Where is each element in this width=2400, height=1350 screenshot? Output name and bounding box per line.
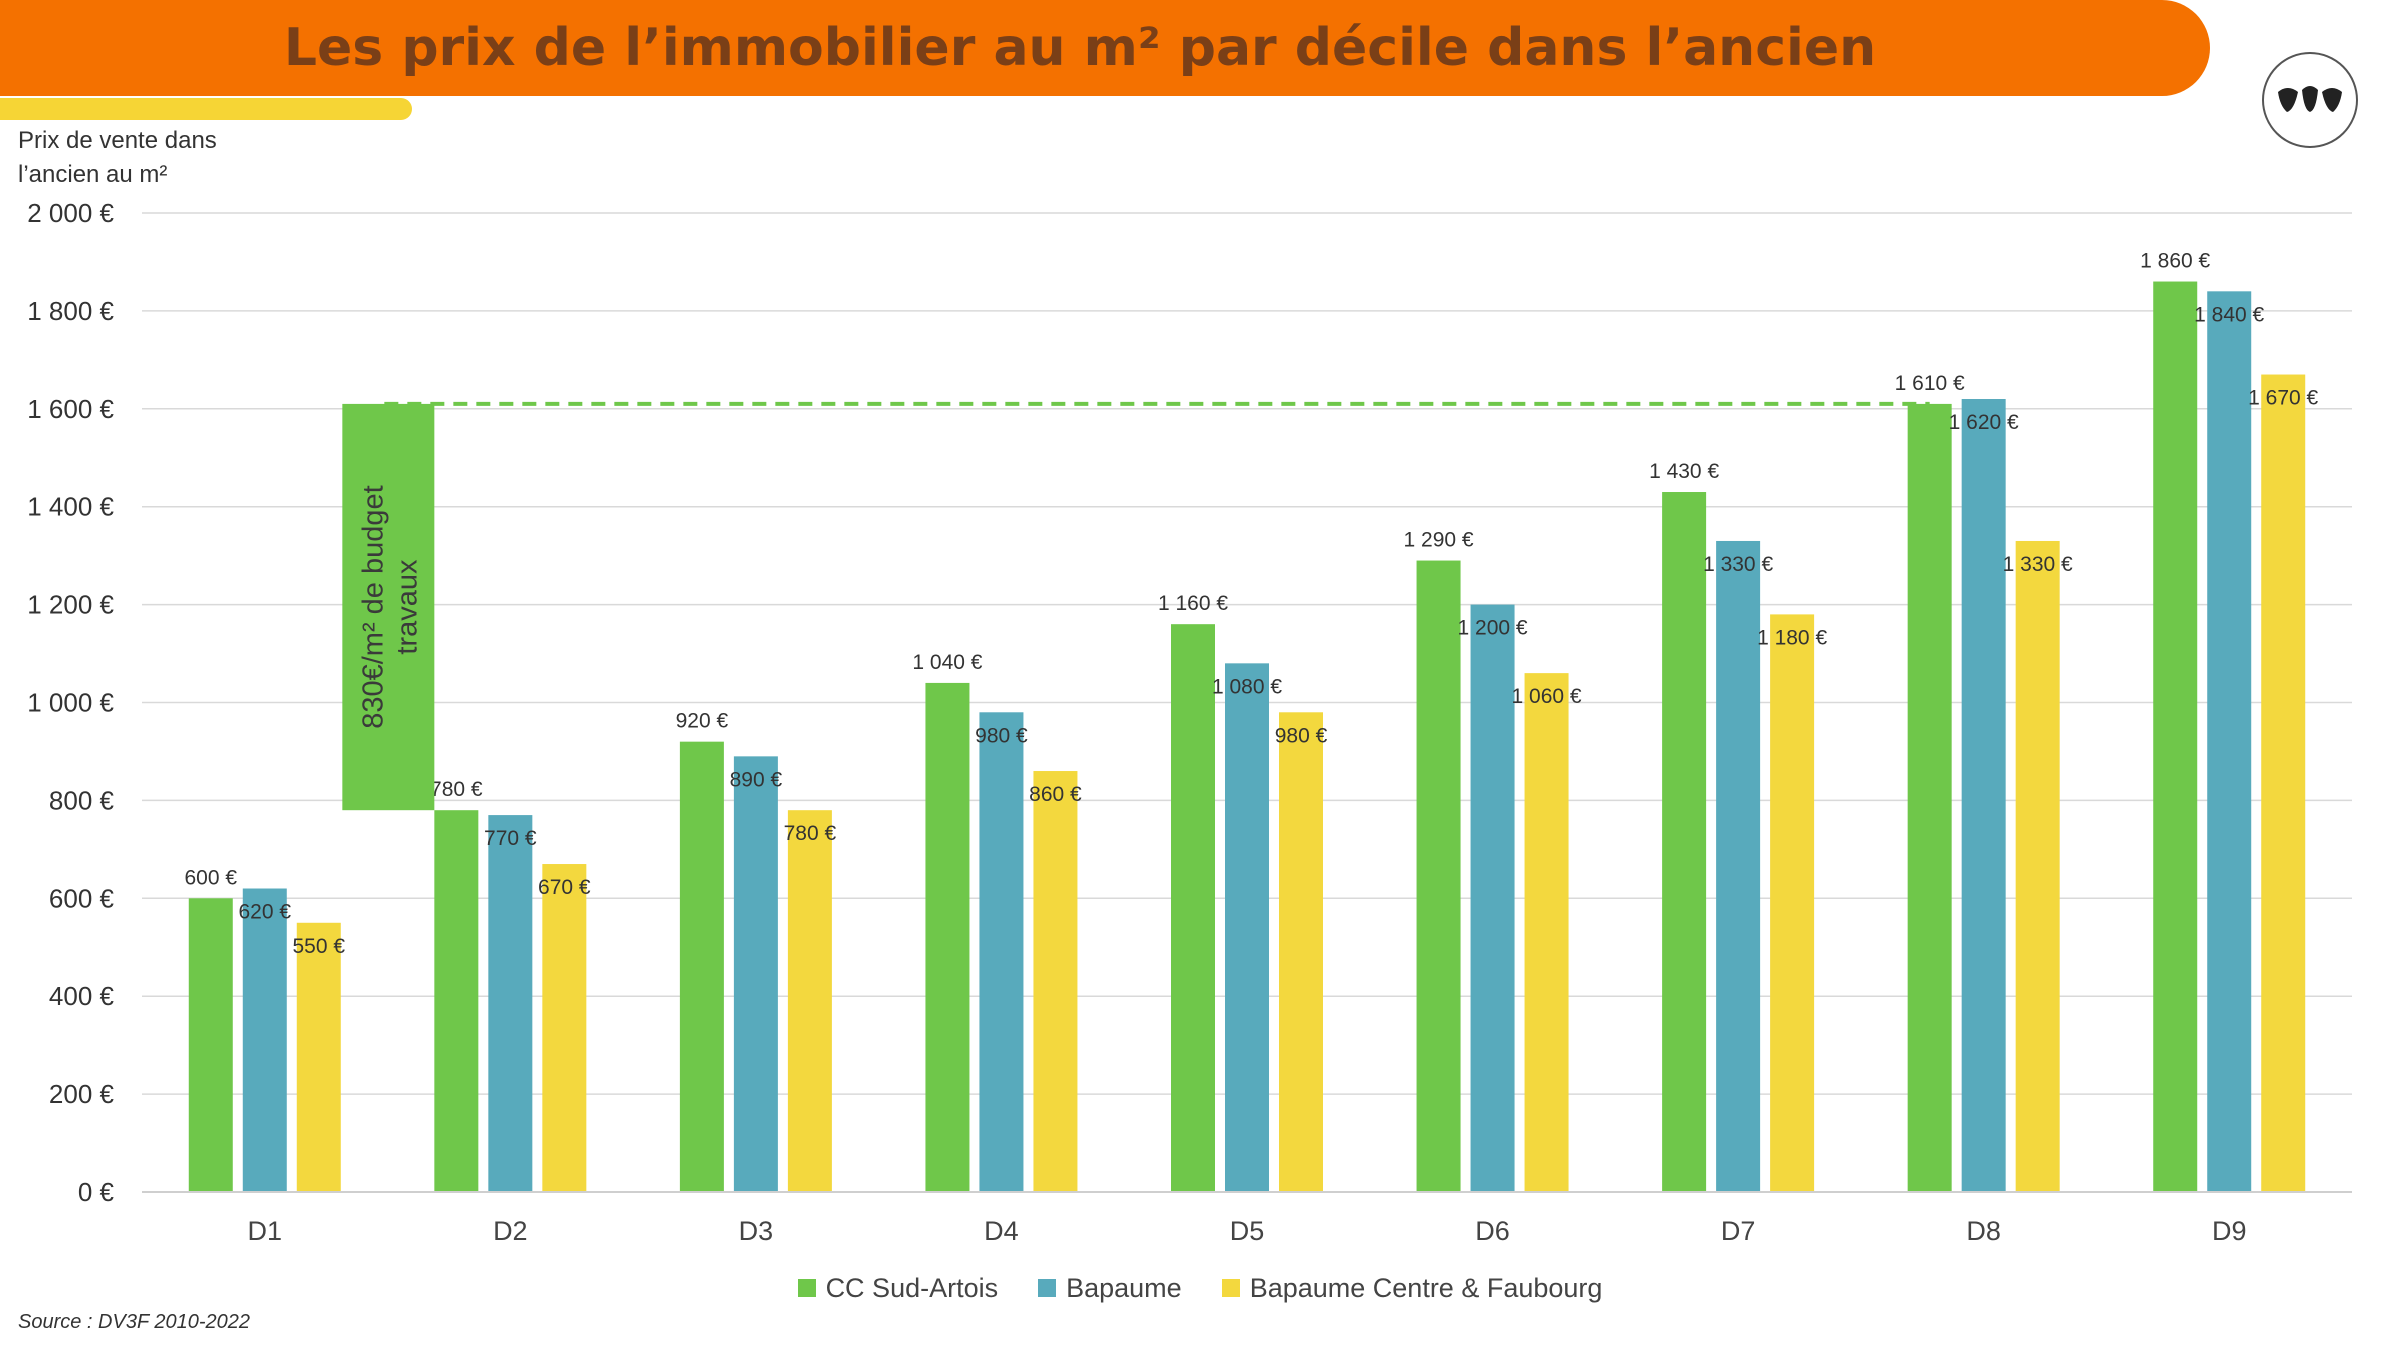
data-label: 780 € <box>784 822 837 845</box>
bar <box>1524 673 1569 1192</box>
y-tick-label: 600 € <box>49 883 115 913</box>
title-banner <box>0 0 2210 96</box>
bar <box>2015 540 2060 1192</box>
data-label: 1 180 € <box>1757 626 1827 649</box>
bar <box>925 682 970 1192</box>
bar <box>1961 399 2006 1192</box>
bar <box>1171 624 1215 1192</box>
y-tick-label: 1 000 € <box>27 688 114 718</box>
bar <box>1716 540 1761 1192</box>
bar <box>679 741 724 1192</box>
x-tick-label: D4 <box>984 1216 1019 1246</box>
data-label: 920 € <box>676 710 729 733</box>
data-label: 1 840 € <box>2194 303 2264 326</box>
brand-logo <box>2262 52 2358 148</box>
data-label: 1 330 € <box>1703 553 1773 576</box>
data-label: 1 670 € <box>2248 387 2318 410</box>
legend-item-bapaume: Bapaume <box>1038 1273 1182 1304</box>
bar <box>488 815 533 1192</box>
data-label: 1 860 € <box>2140 250 2210 273</box>
y-tick-label: 1 200 € <box>27 590 114 620</box>
y-tick-label: 2 000 € <box>27 198 114 228</box>
x-tick-label: D8 <box>1966 1216 2001 1246</box>
bar <box>2261 374 2306 1192</box>
bar <box>2153 281 2198 1192</box>
y-tick-label: 200 € <box>49 1079 115 1109</box>
data-label: 1 620 € <box>1949 411 2019 434</box>
bar <box>296 922 341 1192</box>
legend-swatch <box>1221 1279 1240 1297</box>
y-axis-label: Prix de vente dans l’ancien au m² <box>18 127 217 188</box>
legend-swatch <box>1038 1279 1057 1297</box>
data-label: 980 € <box>1275 724 1328 747</box>
bar <box>188 898 233 1192</box>
legend-label: Bapaume <box>1066 1272 1182 1303</box>
bar <box>1416 560 1461 1192</box>
x-tick-label: D6 <box>1475 1216 1510 1246</box>
y-tick-label: 800 € <box>49 785 115 815</box>
bar <box>434 810 479 1192</box>
bar <box>1033 771 1078 1192</box>
x-tick-label: D3 <box>739 1216 774 1246</box>
data-label: 600 € <box>184 866 237 889</box>
bar <box>733 756 778 1192</box>
bar <box>2207 291 2252 1192</box>
legend-label: Bapaume Centre & Faubourg <box>1249 1272 1603 1303</box>
data-label: 550 € <box>292 935 345 958</box>
budget-annotation-text: 830€/m² de budgettravaux <box>357 485 423 728</box>
bar <box>1225 663 1269 1192</box>
data-label: 860 € <box>1029 783 1082 806</box>
bar <box>1907 403 1952 1192</box>
bar <box>787 810 832 1192</box>
bar <box>1279 712 1323 1192</box>
y-tick-label: 400 € <box>49 981 115 1011</box>
budget-annotation-box <box>342 403 435 811</box>
data-label: 1 160 € <box>1158 592 1228 615</box>
data-label: 780 € <box>430 778 483 801</box>
data-label: 1 060 € <box>1512 685 1582 708</box>
legend-item-bapaume-centre: Bapaume Centre & Faubourg <box>1221 1272 1603 1304</box>
x-tick-label: D7 <box>1721 1216 1756 1246</box>
y-tick-label: 0 € <box>78 1177 115 1207</box>
bar <box>979 712 1024 1192</box>
legend-swatch <box>797 1279 816 1297</box>
legend-item-cc-sud-artois: CC Sud-Artois <box>797 1272 999 1304</box>
page-title: Les prix de l’immobilier au m² par décil… <box>283 18 1877 78</box>
bar <box>1662 492 1707 1192</box>
data-label: 670 € <box>538 876 591 899</box>
legend-label: CC Sud-Artois <box>825 1272 999 1303</box>
brand-logo-icon <box>2278 86 2342 112</box>
x-tick-label: D1 <box>248 1216 283 1246</box>
y-tick-label: 1 600 € <box>27 394 114 424</box>
data-label: 1 080 € <box>1212 675 1282 698</box>
data-label: 620 € <box>238 901 291 924</box>
data-label: 770 € <box>484 827 537 850</box>
bar <box>1770 614 1815 1192</box>
data-label: 980 € <box>975 724 1028 747</box>
chart-legend: CC Sud-Artois Bapaume Bapaume Centre & F… <box>0 1266 2400 1310</box>
bar <box>542 864 587 1192</box>
data-label: 1 330 € <box>2003 553 2073 576</box>
x-tick-label: D9 <box>2212 1216 2247 1246</box>
data-label: 1 290 € <box>1404 529 1474 552</box>
y-tick-label: 1 400 € <box>27 492 114 522</box>
data-label: 1 610 € <box>1895 372 1965 395</box>
data-label: 1 430 € <box>1649 460 1719 483</box>
data-label: 1 040 € <box>912 651 982 674</box>
y-tick-label: 1 800 € <box>27 296 114 326</box>
source-note: Source : DV3F 2010-2022 <box>18 1311 251 1333</box>
bar <box>242 888 287 1192</box>
x-tick-label: D2 <box>493 1216 528 1246</box>
x-tick-label: D5 <box>1230 1216 1265 1246</box>
data-label: 1 200 € <box>1458 617 1528 640</box>
bar <box>1470 604 1515 1192</box>
data-label: 890 € <box>730 768 783 791</box>
accent-bar <box>0 98 412 120</box>
